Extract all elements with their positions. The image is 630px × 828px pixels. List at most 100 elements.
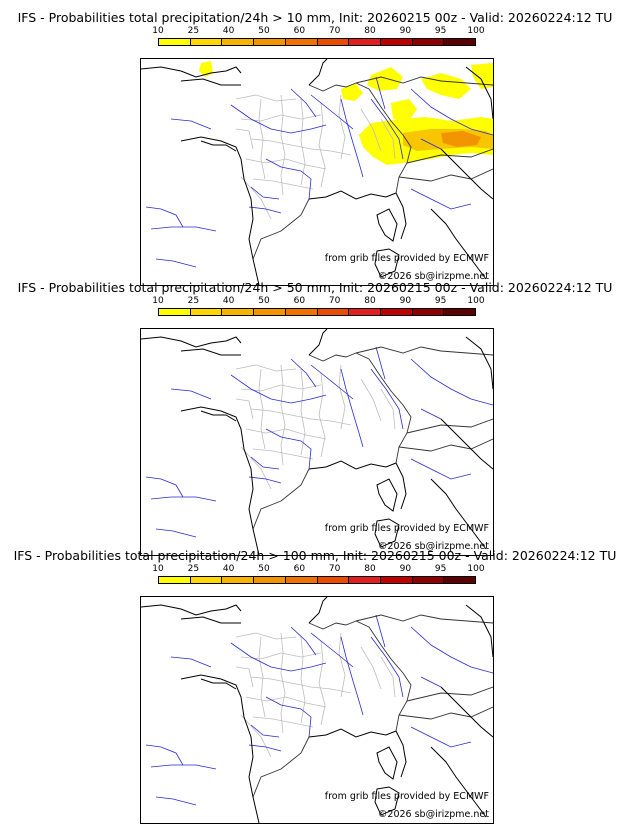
legend-color-cell <box>190 39 223 45</box>
coastline <box>465 66 493 120</box>
coastline <box>308 190 397 200</box>
legend-tick-label: 40 <box>222 564 235 574</box>
copyright-credit: ©2026 sb@irizpme.net <box>377 541 489 552</box>
river <box>248 206 282 214</box>
precip-area <box>471 63 493 89</box>
legend-color-cell <box>444 577 476 583</box>
river <box>248 476 282 484</box>
legend-bar <box>158 576 476 584</box>
coastline <box>440 148 493 200</box>
legend-color-cell <box>349 577 381 583</box>
country-border <box>308 352 357 362</box>
country-border <box>308 620 357 630</box>
river <box>150 496 217 502</box>
legend-color-cell <box>254 39 286 45</box>
coastline <box>440 418 493 470</box>
coastline <box>180 674 260 823</box>
admin-boundary <box>258 98 266 180</box>
coastline <box>376 208 398 242</box>
admin-boundary <box>252 178 314 190</box>
legend-color-cell <box>222 39 255 45</box>
admin-boundary <box>280 364 286 466</box>
admin-boundary <box>258 636 266 718</box>
admin-boundary <box>300 98 306 186</box>
river <box>420 676 442 688</box>
legend-color-cell <box>380 577 413 583</box>
legend-tick-label: 90 <box>399 296 412 306</box>
admin-boundary <box>338 94 346 160</box>
legend-color-cell <box>412 577 445 583</box>
legend-color-cell <box>285 577 318 583</box>
legend-tick-label: 60 <box>293 564 306 574</box>
legend-color-cell <box>380 39 413 45</box>
coastline <box>308 728 397 738</box>
country-border <box>398 706 493 720</box>
legend-bar <box>158 308 476 316</box>
coastline <box>180 136 260 285</box>
admin-boundary <box>235 364 297 372</box>
legend-tick-label: 70 <box>328 26 341 36</box>
country-border <box>308 82 357 92</box>
river <box>170 118 212 130</box>
legend-tick-label: 25 <box>187 296 200 306</box>
river <box>410 726 472 748</box>
river <box>155 528 197 538</box>
copyright-credit: ©2026 sb@irizpme.net <box>377 809 489 820</box>
coastline <box>180 348 241 356</box>
river <box>265 428 312 470</box>
admin-boundary <box>252 448 314 460</box>
country-border <box>252 736 310 798</box>
coastline <box>465 604 493 658</box>
legend-color-cell <box>349 39 381 45</box>
coastline <box>440 686 493 738</box>
admin-boundary <box>258 368 266 450</box>
country-border <box>398 168 493 182</box>
legend-tick-label: 60 <box>293 296 306 306</box>
color-legend: 10 25 40 50 60 70 80 90 95 100 <box>152 564 485 594</box>
coastline <box>465 336 493 390</box>
legend-tick-label: 50 <box>258 564 270 574</box>
river <box>155 796 197 806</box>
map-frame: from grib files provided by ECMWF ©2026 … <box>140 58 494 286</box>
map-panel-50mm: IFS - Probabilities total precipitation/… <box>0 280 630 556</box>
coastline <box>180 406 260 555</box>
river <box>155 258 197 268</box>
river <box>170 656 212 668</box>
legend-color-cell <box>254 309 286 315</box>
coastline <box>308 460 397 470</box>
legend-color-cell <box>317 309 350 315</box>
river <box>145 206 184 228</box>
legend-color-cell <box>349 309 381 315</box>
precip-area <box>391 99 417 121</box>
legend-tick-label: 50 <box>258 296 270 306</box>
admin-boundary <box>380 388 396 430</box>
admin-boundary <box>235 632 297 640</box>
river <box>410 188 472 210</box>
legend-tick-label: 95 <box>434 296 447 306</box>
country-border <box>398 438 493 452</box>
river <box>375 346 386 380</box>
admin-boundary <box>235 94 297 102</box>
legend-tick-label: 100 <box>467 564 485 574</box>
admin-boundary <box>280 94 286 196</box>
legend-color-cell <box>285 309 318 315</box>
admin-boundary <box>338 364 346 430</box>
legend-tick-label: 40 <box>222 296 235 306</box>
river <box>248 744 282 752</box>
admin-boundary <box>360 378 382 422</box>
coastline <box>180 616 241 624</box>
legend-tick-label: 80 <box>364 296 376 306</box>
coastline <box>430 746 487 818</box>
country-border <box>355 620 412 732</box>
map-frame: from grib files provided by ECMWF ©2026 … <box>140 328 494 556</box>
river <box>340 98 364 178</box>
legend-tick-label: 95 <box>434 26 447 36</box>
coastline <box>141 604 242 616</box>
river <box>145 476 184 498</box>
map-panel-10mm: IFS - Probabilities total precipitation/… <box>0 10 630 286</box>
country-border <box>355 346 493 356</box>
river <box>250 724 280 738</box>
river <box>145 744 184 766</box>
river <box>290 88 317 118</box>
panel-title: IFS - Probabilities total precipitation/… <box>13 548 617 563</box>
